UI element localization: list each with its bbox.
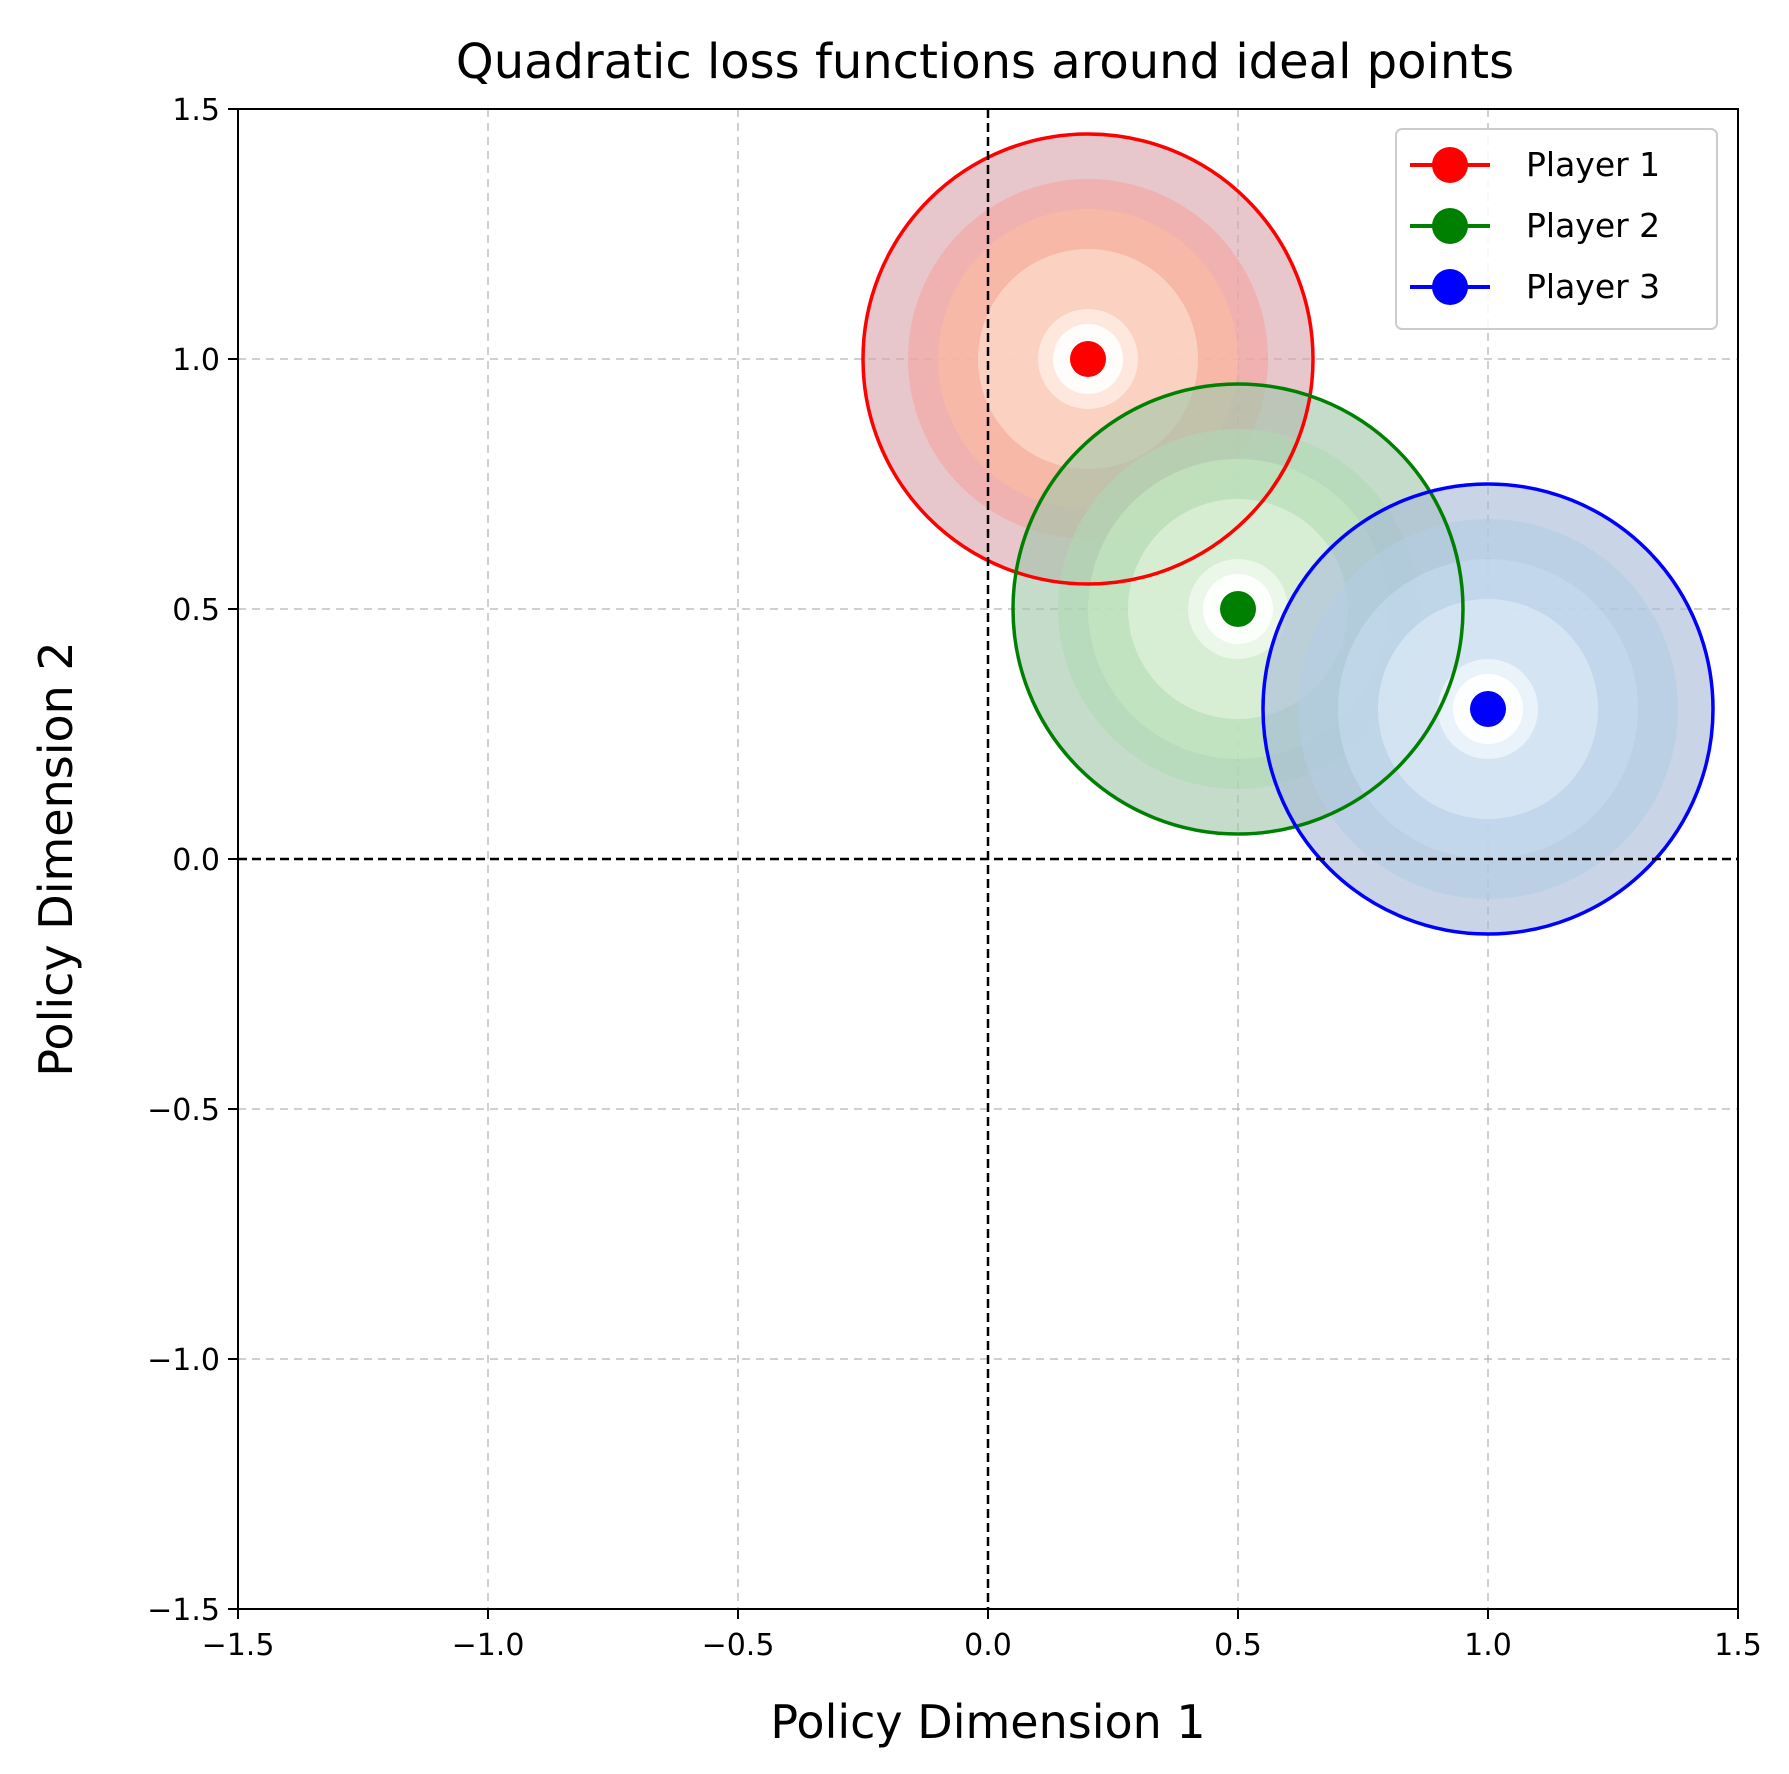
ideal-point-1 (1070, 341, 1106, 377)
legend-items: Player 1 Player 2 Player 3 (1410, 145, 1660, 306)
plot-area: −1.5 −1.0 −0.5 0.0 0.5 1.0 1.5 −1.5 −1.0 −0.5 0.0 0… (147, 93, 1762, 1663)
axis-ticks: −1.5 −1.0 −0.5 0.0 0.5 1.0 1.5 −1.5 −1.0 −0.5 0.0 0… (147, 93, 1762, 1663)
reference-lines (238, 109, 1738, 1609)
ideal-point-3 (1470, 691, 1506, 727)
x-tick-label-1: −1.0 (452, 1628, 525, 1663)
y-tick-label-4: 0.5 (172, 593, 220, 628)
boundary-circle-2 (1011, 382, 1465, 836)
x-tick-label-4: 0.5 (1214, 1628, 1262, 1663)
y-tick-label-3: 0.0 (172, 843, 220, 878)
legend-marker-1 (1432, 147, 1468, 183)
x-tick-label-6: 1.5 (1714, 1628, 1762, 1663)
x-axis-label: Policy Dimension 1 (770, 1695, 1205, 1749)
x-tick-label-5: 1.0 (1464, 1628, 1512, 1663)
legend-box (1395, 128, 1718, 330)
chart-title: Quadratic loss functions around ideal po… (456, 34, 1514, 90)
legend-label-1: Player 1 (1526, 145, 1660, 184)
legend-marker-2 (1432, 208, 1468, 244)
x-tick-label-2: −0.5 (702, 1628, 775, 1663)
legend-marker-3 (1432, 269, 1468, 305)
y-tick-label-2: −0.5 (147, 1093, 220, 1128)
boundary-circle-3 (1261, 482, 1715, 936)
y-tick-label-6: 1.5 (172, 93, 220, 128)
x-tick-label-0: −1.5 (202, 1628, 275, 1663)
boundary-circle-1 (861, 132, 1315, 586)
legend: Player 1 Player 2 Player 3 (1395, 128, 1718, 330)
y-tick-label-0: −1.5 (147, 1593, 220, 1628)
legend-label-3: Player 3 (1526, 267, 1660, 306)
ideal-points (1070, 341, 1506, 727)
y-axis-label: Policy Dimension 2 (29, 641, 83, 1076)
ideal-point-2 (1220, 591, 1256, 627)
y-tick-label-5: 1.0 (172, 343, 220, 378)
legend-label-2: Player 2 (1526, 206, 1660, 245)
y-tick-label-1: −1.0 (147, 1343, 220, 1378)
x-tick-label-3: 0.0 (964, 1628, 1012, 1663)
